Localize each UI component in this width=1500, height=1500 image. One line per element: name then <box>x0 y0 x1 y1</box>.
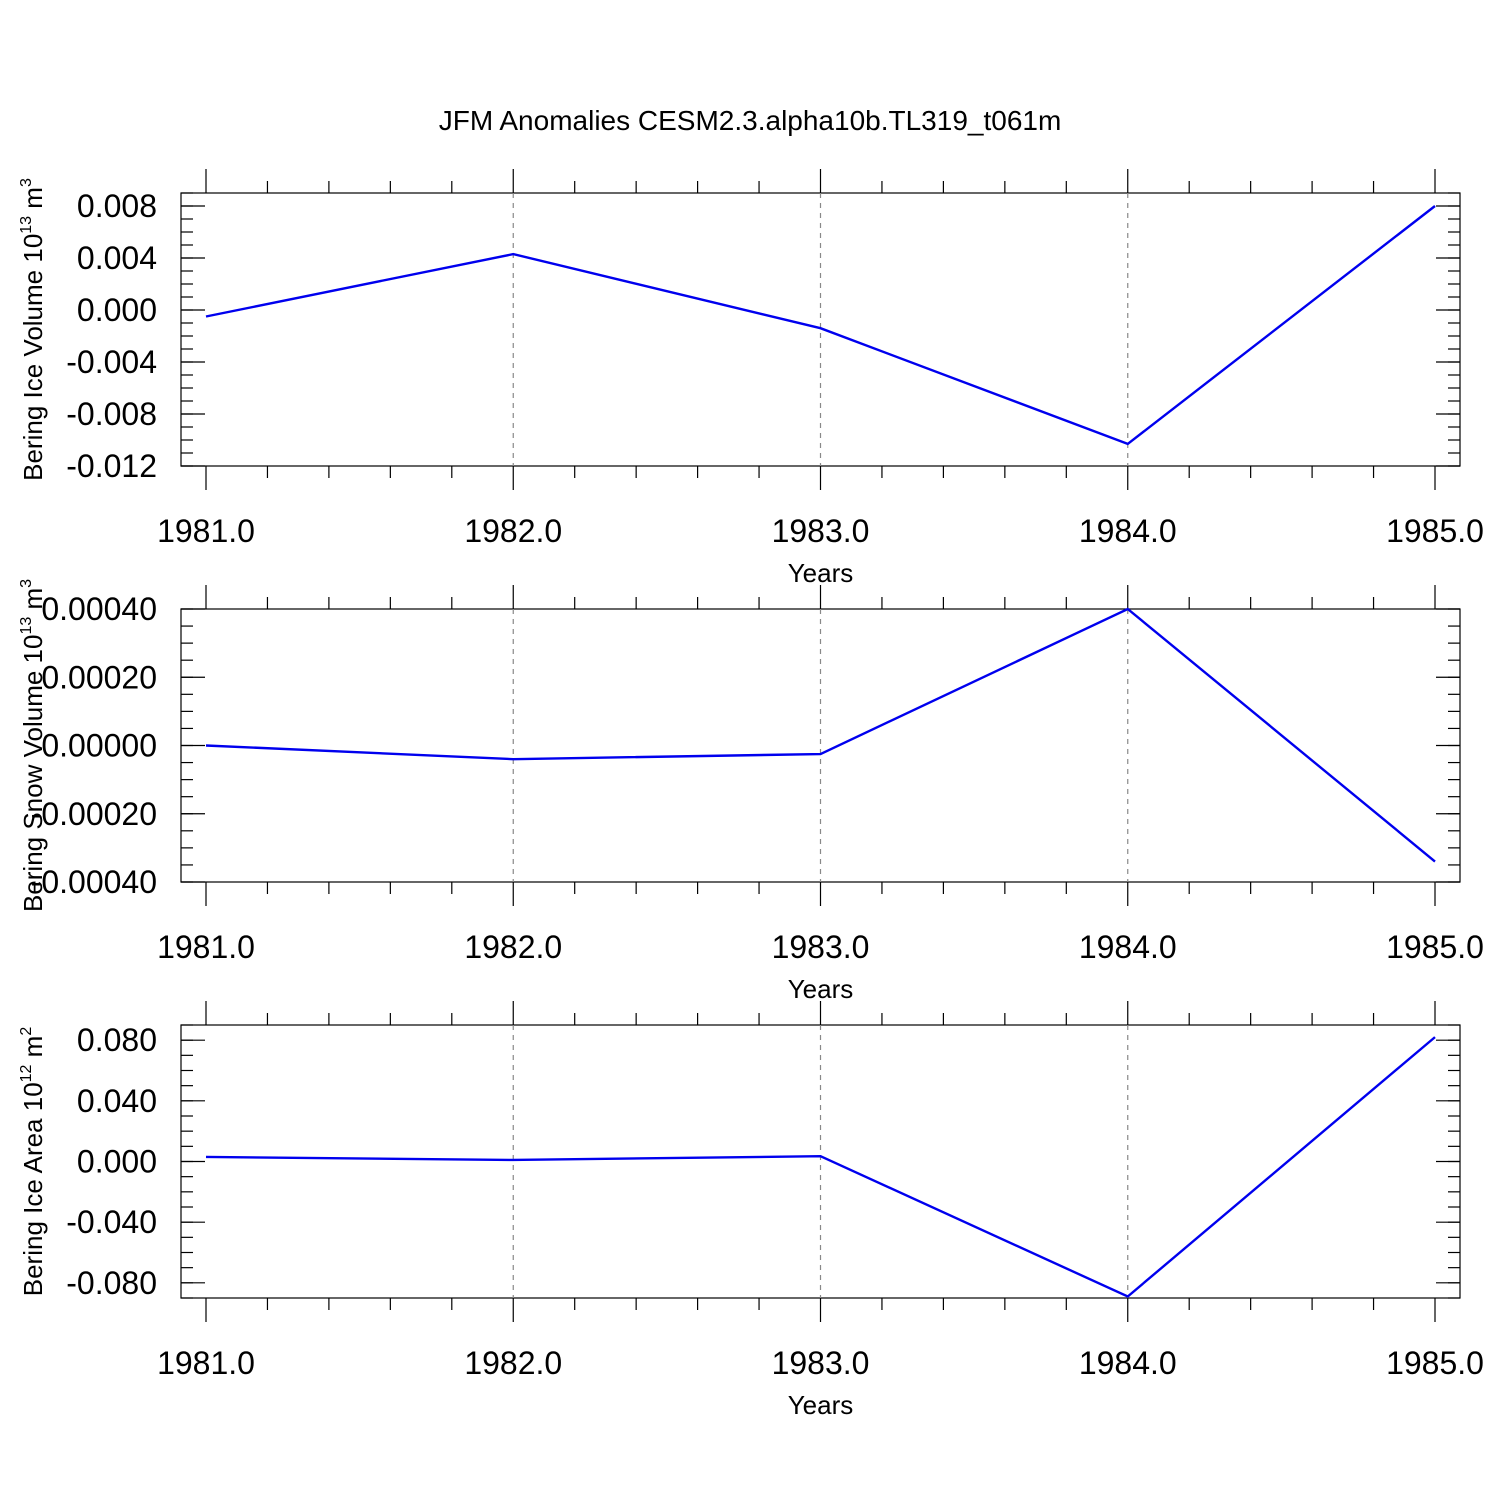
panel3-x-tick-label: 1981.0 <box>157 1345 255 1381</box>
panel1-y-tick-label: 0.000 <box>77 292 157 328</box>
panel1-y-tick-label: -0.004 <box>66 344 157 380</box>
panel3-series-line <box>205 1036 1436 1298</box>
panel2-y-tick-label: 0.00040 <box>41 591 157 627</box>
panel2-x-axis-label: Years <box>788 974 854 1004</box>
panel1-y-tick-label: -0.008 <box>66 396 157 432</box>
panel2-x-tick-label: 1984.0 <box>1079 929 1177 965</box>
panel3-x-axis-label: Years <box>788 1390 854 1420</box>
panel2-y-tick-label: -0.00020 <box>31 796 157 832</box>
panel3-y-tick-label: 0.040 <box>77 1083 157 1119</box>
panel2-x-tick-label: 1983.0 <box>772 929 870 965</box>
panel3-x-tick-label: 1984.0 <box>1079 1345 1177 1381</box>
panel1-y-axis-label: Bering Ice Volume 1013 m3 <box>18 178 48 481</box>
panel3-y-tick-label: -0.040 <box>66 1204 157 1240</box>
panel1-y-tick-label: -0.012 <box>66 448 157 484</box>
panel3-x-tick-label: 1985.0 <box>1386 1345 1484 1381</box>
panel2-y-tick-label: 0.00000 <box>41 728 157 764</box>
panel2-x-tick-label: 1982.0 <box>464 929 562 965</box>
panel2-y-tick-label: 0.00020 <box>41 659 157 695</box>
panel1-x-tick-label: 1983.0 <box>772 513 870 549</box>
panel2-y-axis-label: Bering Snow Volume 1013 m3 <box>18 579 48 912</box>
panel2-series-line <box>205 607 1436 863</box>
panel3-y-tick-label: -0.080 <box>66 1265 157 1301</box>
panel1-series-line <box>205 205 1436 446</box>
panel1-y-tick-label: 0.004 <box>77 240 157 276</box>
figure-title: JFM Anomalies CESM2.3.alpha10b.TL319_t06… <box>439 105 1062 136</box>
panel1-x-tick-label: 1982.0 <box>464 513 562 549</box>
panel2-x-tick-label: 1981.0 <box>157 929 255 965</box>
panel3-x-tick-label: 1983.0 <box>772 1345 870 1381</box>
panel3-y-axis-label: Bering Ice Area 1012 m2 <box>18 1027 48 1297</box>
panel1-x-axis-label: Years <box>788 558 854 588</box>
panel1-x-tick-label: 1984.0 <box>1079 513 1177 549</box>
panel3-x-tick-label: 1982.0 <box>464 1345 562 1381</box>
panel1-x-tick-label: 1981.0 <box>157 513 255 549</box>
panel3-y-tick-label: 0.000 <box>77 1144 157 1180</box>
panel2-y-tick-label: -0.00040 <box>31 864 157 900</box>
panel2-x-tick-label: 1985.0 <box>1386 929 1484 965</box>
panel1-x-tick-label: 1985.0 <box>1386 513 1484 549</box>
panel1-y-tick-label: 0.008 <box>77 188 157 224</box>
panel3-y-tick-label: 0.080 <box>77 1022 157 1058</box>
